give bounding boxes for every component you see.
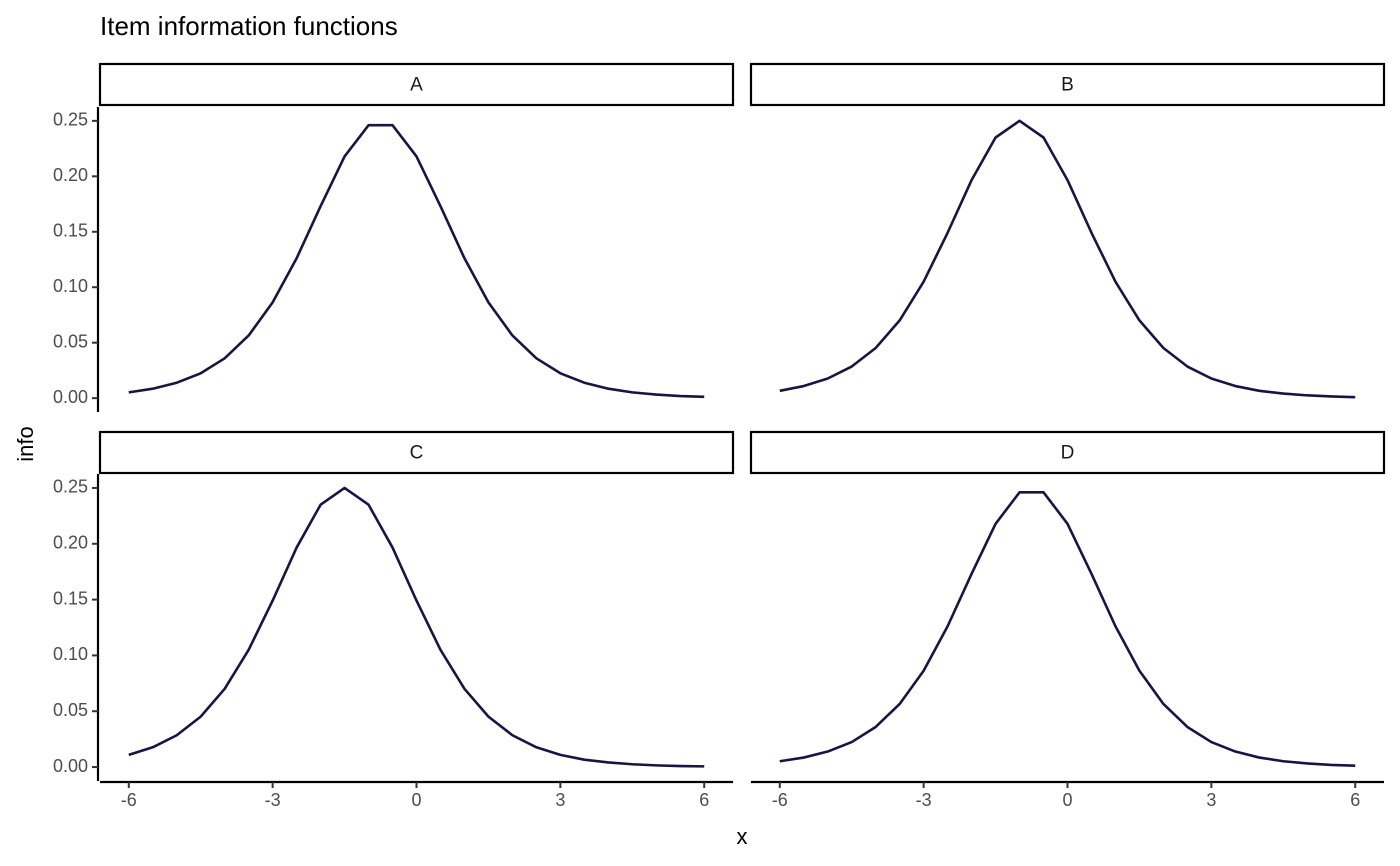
- x-tick-label: 0: [1062, 790, 1072, 810]
- curve: [779, 491, 1356, 768]
- y-tick-label: 0.15: [53, 221, 88, 241]
- y-tick-label: 0.05: [53, 331, 88, 351]
- curve: [128, 486, 705, 768]
- x-tick-label: 3: [1206, 790, 1216, 810]
- x-tick-label: -3: [916, 790, 932, 810]
- chart-title: Item information functions: [100, 11, 398, 41]
- facet-label: D: [1061, 443, 1075, 464]
- x-tick-label: -3: [265, 790, 281, 810]
- y-tick-label: 0.10: [53, 276, 88, 296]
- y-tick-label: 0.25: [53, 477, 88, 497]
- y-axis-title: info: [13, 426, 38, 461]
- curve: [128, 123, 705, 399]
- y-tick-label: 0.05: [53, 700, 88, 720]
- y-tick-label: 0.15: [53, 588, 88, 608]
- x-tick-label: 3: [555, 790, 565, 810]
- facet-strip: [749, 430, 1386, 475]
- facet-label: B: [1061, 75, 1074, 96]
- x-tick-label: -6: [121, 790, 137, 810]
- x-axis-title: x: [737, 824, 748, 849]
- x-tick-label: 6: [1350, 790, 1360, 810]
- x-tick-label: 6: [699, 790, 709, 810]
- facet-label: A: [410, 75, 423, 96]
- curve: [779, 119, 1356, 399]
- y-tick-label: 0.00: [53, 756, 88, 776]
- x-tick-label: 0: [411, 790, 421, 810]
- y-tick-label: 0.20: [53, 165, 88, 185]
- y-tick-label: 0.25: [53, 110, 88, 130]
- x-tick-label: -6: [772, 790, 788, 810]
- facet-strip: [98, 430, 735, 475]
- y-tick-label: 0.00: [53, 387, 88, 407]
- facet-label: C: [410, 443, 424, 464]
- facet-strip: [98, 62, 735, 107]
- facet-strip: [749, 62, 1386, 107]
- y-tick-label: 0.20: [53, 533, 88, 553]
- y-tick-label: 0.10: [53, 644, 88, 664]
